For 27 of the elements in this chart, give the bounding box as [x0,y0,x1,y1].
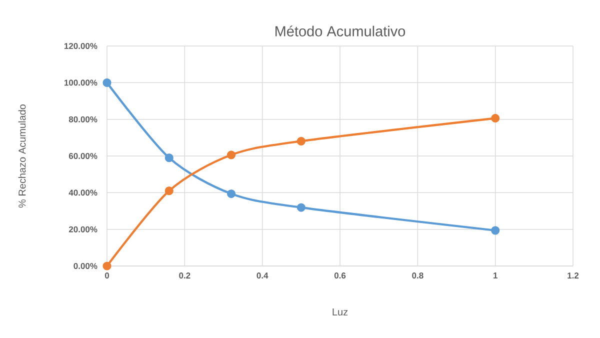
y-tick-label: 20.00% [68,226,98,232]
y-tick-label: 0.00% [74,262,98,270]
point [296,203,306,212]
point [164,154,174,162]
y-axis-title: % Rechazo Acumulado [18,104,26,208]
x-tick-label: 0.4 [256,272,268,279]
x-tick-label: 0.6 [334,272,346,279]
point [491,226,500,235]
y-tick-label: 100.00% [64,80,98,86]
y-tick-label: 80.00% [68,116,98,122]
x-tick-label: 0.8 [412,272,424,279]
point [164,186,174,196]
point [296,136,306,146]
point [491,114,500,123]
x-tick-label: 0.2 [179,272,190,279]
point [226,150,236,160]
x-tick-label: 1.2 [568,272,579,278]
y-tick-label: 40.00% [68,190,98,196]
point [102,78,112,87]
x-tick-label: 1 [494,272,498,278]
x-axis-title: Luz [332,308,348,316]
x-tick-label: 0 [104,272,110,279]
chart-title: Método Acumulativo [276,26,406,36]
point [102,262,112,270]
y-tick-label: 120.00% [64,42,98,50]
y-tick-label: 60.00% [68,152,98,160]
point [226,189,236,198]
